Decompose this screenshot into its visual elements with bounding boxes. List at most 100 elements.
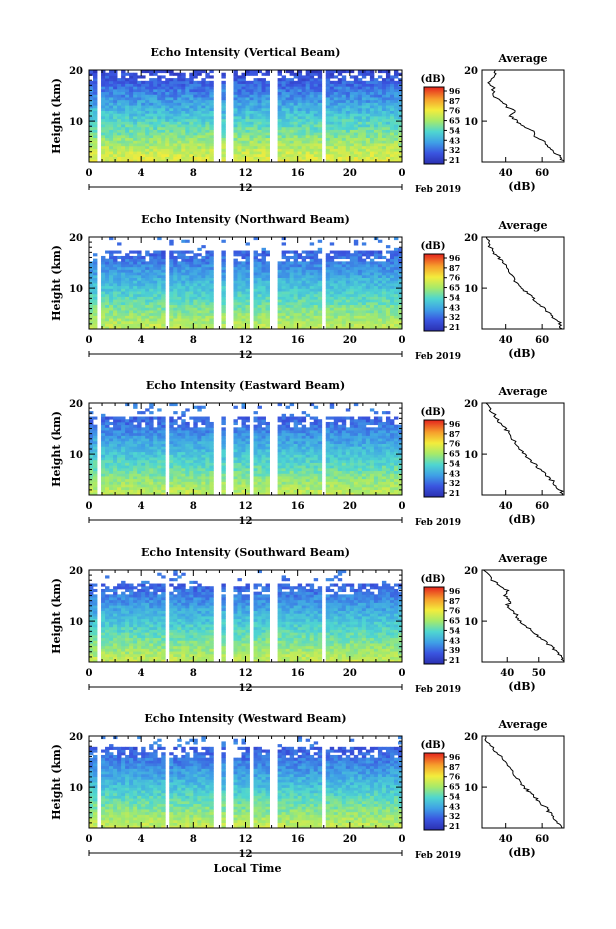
heat-cell xyxy=(181,277,186,281)
heat-cell xyxy=(253,124,258,128)
heat-cell xyxy=(309,159,315,163)
heat-cell xyxy=(361,326,367,330)
heat-cell xyxy=(89,293,94,297)
heat-cell xyxy=(157,129,162,133)
heat-cell xyxy=(105,269,110,273)
heat-cell xyxy=(261,78,266,82)
heat-cell xyxy=(337,301,343,306)
heat-cell xyxy=(153,94,158,98)
heat-cell xyxy=(317,288,323,292)
heat-cell xyxy=(89,151,94,155)
heat-cell xyxy=(169,88,174,93)
heat-cell xyxy=(301,288,307,292)
heat-cell xyxy=(357,296,363,300)
heat-cell xyxy=(385,264,391,268)
heat-cell xyxy=(165,151,170,155)
heat-cell xyxy=(313,132,319,136)
heat-cell xyxy=(293,283,299,287)
heat-cell xyxy=(253,105,258,109)
heat-cell xyxy=(317,315,323,319)
heat-cell xyxy=(389,102,395,106)
heat-cell xyxy=(209,253,214,257)
heat-cell xyxy=(169,94,174,98)
heat-cell xyxy=(253,83,258,87)
heat-cell xyxy=(125,451,130,455)
heat-cell xyxy=(333,86,339,90)
heat-cell xyxy=(201,110,206,114)
heat-cell xyxy=(305,274,311,278)
heat-cell xyxy=(261,102,266,106)
heat-cell xyxy=(361,258,367,262)
heat-cell xyxy=(153,140,158,144)
heat-cell xyxy=(261,255,266,260)
heat-cell xyxy=(181,261,186,265)
heat-cell xyxy=(141,467,146,472)
heat-cell xyxy=(261,97,266,101)
heat-cell xyxy=(105,449,110,453)
heat-cell xyxy=(325,280,331,284)
heat-cell xyxy=(345,277,351,281)
heat-cell xyxy=(345,129,351,133)
heat-cell xyxy=(385,97,391,101)
heat-cell xyxy=(109,97,114,101)
heat-cell xyxy=(197,110,202,114)
heat-cell xyxy=(301,105,307,109)
heat-cell xyxy=(113,427,118,431)
heat-cell xyxy=(101,156,106,160)
heat-cell xyxy=(301,94,307,98)
heat-cell xyxy=(345,132,351,136)
heat-cell xyxy=(341,97,347,101)
heat-cell xyxy=(349,307,355,311)
heat-cell xyxy=(145,315,150,319)
heat-cell xyxy=(157,70,162,74)
heat-cell xyxy=(305,272,311,276)
heat-cell xyxy=(281,304,287,308)
average-x-tick-label: 40 xyxy=(499,335,513,346)
heat-cell xyxy=(233,304,238,308)
heat-cell xyxy=(265,301,270,306)
heat-cell xyxy=(349,75,355,79)
heat-cell xyxy=(181,156,186,160)
heat-cell xyxy=(133,102,138,106)
heat-cell xyxy=(161,481,166,485)
heat-cell xyxy=(289,126,295,130)
heat-cell xyxy=(185,274,190,278)
heat-cell xyxy=(365,156,371,160)
heat-cell xyxy=(101,310,106,314)
heat-cell xyxy=(201,320,206,324)
heat-cell xyxy=(181,310,186,314)
heat-cell xyxy=(349,283,355,287)
heat-cell xyxy=(113,274,118,278)
heat-cell xyxy=(285,97,291,101)
heat-cell xyxy=(361,242,367,246)
heat-cell xyxy=(241,126,246,130)
heat-cell xyxy=(257,280,262,284)
heat-cell xyxy=(245,143,250,147)
heat-cell xyxy=(305,132,311,136)
heat-cell xyxy=(265,118,270,122)
heat-cell xyxy=(345,134,351,139)
heat-cell xyxy=(377,274,383,278)
heat-cell xyxy=(293,272,299,276)
heat-cell xyxy=(393,102,399,106)
heat-cell xyxy=(265,285,270,289)
heat-cell xyxy=(209,269,214,273)
heat-cell xyxy=(249,105,254,109)
heat-cell xyxy=(325,296,331,300)
heat-cell xyxy=(325,94,331,98)
heat-cell xyxy=(261,315,266,319)
heat-cell xyxy=(205,80,210,84)
heat-cell xyxy=(369,121,375,125)
heat-cell xyxy=(261,72,266,76)
heat-cell xyxy=(325,159,331,163)
heat-cell xyxy=(161,97,166,101)
heat-cell xyxy=(169,110,174,114)
heat-cell xyxy=(365,291,371,295)
heat-cell xyxy=(185,310,190,314)
heat-cell xyxy=(93,110,98,114)
heat-cell xyxy=(121,99,126,103)
heat-cell xyxy=(141,288,146,292)
heat-cell xyxy=(185,301,190,306)
heat-cell xyxy=(361,86,367,90)
heat-cell xyxy=(261,293,266,297)
